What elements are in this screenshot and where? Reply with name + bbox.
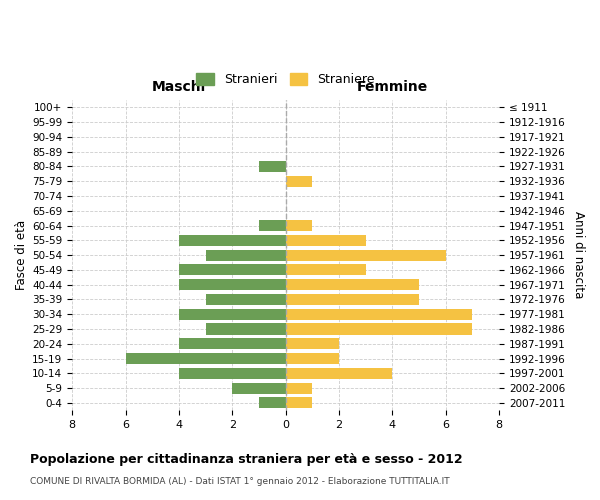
- Bar: [232, 382, 286, 394]
- Bar: [179, 279, 286, 290]
- Bar: [179, 308, 286, 320]
- Bar: [286, 235, 365, 246]
- Y-axis label: Fasce di età: Fasce di età: [15, 220, 28, 290]
- Bar: [286, 279, 419, 290]
- Bar: [286, 382, 312, 394]
- Bar: [179, 338, 286, 349]
- Bar: [259, 398, 286, 408]
- Bar: [286, 176, 312, 187]
- Bar: [286, 338, 339, 349]
- Bar: [259, 161, 286, 172]
- Bar: [179, 235, 286, 246]
- Bar: [286, 398, 312, 408]
- Bar: [259, 220, 286, 231]
- Text: COMUNE DI RIVALTA BORMIDA (AL) - Dati ISTAT 1° gennaio 2012 - Elaborazione TUTTI: COMUNE DI RIVALTA BORMIDA (AL) - Dati IS…: [30, 478, 449, 486]
- Bar: [206, 324, 286, 334]
- Bar: [286, 264, 365, 276]
- Bar: [125, 353, 286, 364]
- Y-axis label: Anni di nascita: Anni di nascita: [572, 212, 585, 299]
- Bar: [286, 368, 392, 379]
- Bar: [286, 308, 472, 320]
- Bar: [286, 353, 339, 364]
- Bar: [206, 294, 286, 305]
- Bar: [179, 368, 286, 379]
- Text: Maschi: Maschi: [152, 80, 206, 94]
- Bar: [286, 250, 446, 260]
- Text: Popolazione per cittadinanza straniera per età e sesso - 2012: Popolazione per cittadinanza straniera p…: [30, 452, 463, 466]
- Bar: [286, 294, 419, 305]
- Text: Femmine: Femmine: [357, 80, 428, 94]
- Bar: [179, 264, 286, 276]
- Bar: [206, 250, 286, 260]
- Bar: [286, 220, 312, 231]
- Bar: [286, 324, 472, 334]
- Legend: Stranieri, Straniere: Stranieri, Straniere: [193, 69, 379, 89]
